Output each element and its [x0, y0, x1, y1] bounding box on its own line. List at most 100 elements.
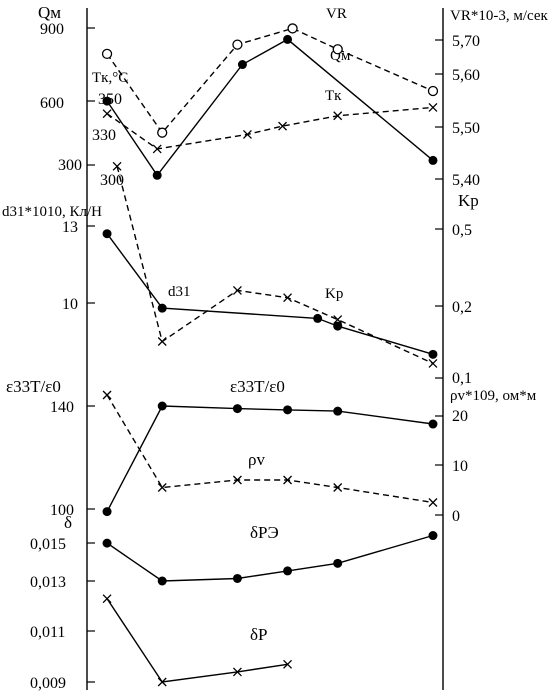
rho-tick-10: 10 [452, 458, 468, 475]
rho-tick-0: 0 [452, 508, 460, 525]
data-point-delta-1-3 [283, 659, 293, 669]
delta-axis-label: δ [64, 513, 72, 532]
label-eps-series: ε33T/ε0 [230, 377, 285, 396]
v-tick-540: 5,40 [452, 172, 480, 189]
t-tick-300: 300 [100, 172, 124, 189]
q-tick-900: 900 [40, 21, 64, 38]
delta-tick-015: 0,015 [30, 536, 66, 553]
kp-tick-01: 0,1 [452, 370, 472, 387]
data-point-delta-0-3 [283, 566, 293, 576]
eps-axis-label: ε33T/ε0 [6, 377, 61, 396]
delta-tick-011: 0,011 [30, 624, 65, 641]
series-line-delta-0 [106, 534, 434, 582]
data-point-top-2-4 [332, 44, 343, 55]
left-ticks [87, 27, 95, 683]
right-ticks [435, 39, 443, 516]
data-point-eps-rho-1-5 [428, 498, 438, 507]
data-point-d31-Kp-1-4 [333, 315, 343, 325]
data-point-d31-Kp-0-1 [157, 303, 167, 313]
data-point-top-1-1 [152, 144, 162, 154]
data-point-eps-rho-0-3 [283, 405, 293, 415]
label-delta-p-series: δP [250, 625, 267, 644]
data-point-top-1-5 [428, 102, 438, 112]
data-point-eps-rho-1-4 [333, 483, 343, 492]
q-tick-300: 300 [58, 157, 82, 174]
data-point-delta-0-2 [232, 573, 242, 583]
data-point-top-0-4 [428, 155, 438, 165]
data-point-delta-1-2 [232, 667, 242, 677]
eps-tick-140: 140 [50, 399, 74, 416]
label-d31-series: d31 [168, 284, 191, 300]
data-point-eps-rho-0-5 [428, 419, 438, 429]
kp-tick-05: 0,5 [452, 222, 472, 239]
d31-axis-label: d31*1010, Кл/Н [2, 204, 102, 220]
data-point-d31-Kp-1-2 [232, 285, 242, 295]
delta-tick-013: 0,013 [30, 574, 66, 591]
v-axis-label: VR*10-3, м/сек [450, 8, 548, 24]
data-point-eps-rho-0-1 [157, 401, 167, 411]
data-point-top-1-3 [278, 121, 288, 131]
v-tick-560: 5,60 [452, 67, 480, 84]
data-point-d31-Kp-1-5 [428, 358, 438, 368]
series-line-eps-rho-1 [106, 394, 434, 504]
data-point-top-0-3 [283, 34, 293, 44]
data-point-top-2-5 [427, 85, 439, 97]
series-line-top-0 [106, 38, 434, 177]
data-point-delta-0-5 [428, 531, 438, 541]
series-line-d31-Kp-0 [106, 233, 434, 355]
d31-tick-10: 10 [62, 296, 78, 313]
data-point-eps-rho-1-1 [157, 483, 167, 492]
data-point-top-1-0 [102, 109, 112, 119]
data-point-d31-Kp-0-4 [428, 349, 438, 359]
data-point-d31-Kp-1-3 [283, 293, 293, 303]
series-line-eps-rho-0 [106, 405, 434, 512]
series-line-delta-1 [106, 598, 288, 683]
data-point-delta-0-0 [102, 538, 112, 548]
series-line-d31-Kp-1 [116, 166, 434, 365]
data-point-eps-rho-0-2 [232, 404, 242, 414]
data-point-d31-Kp-1-1 [157, 337, 167, 346]
data-point-top-0-2 [237, 60, 247, 70]
data-point-eps-rho-1-2 [232, 475, 242, 485]
label-kp-series: Kp [325, 286, 343, 302]
t-axis-label: Tк,°C [92, 70, 128, 86]
data-point-d31-Kp-0-0 [102, 229, 112, 239]
data-point-delta-1-1 [157, 677, 167, 687]
data-point-d31-Kp-0-2 [313, 313, 323, 323]
delta-tick-009: 0,009 [30, 675, 66, 692]
eps-tick-100: 100 [50, 502, 74, 519]
data-point-delta-1-0 [102, 594, 112, 604]
data-point-top-2-2 [232, 39, 243, 50]
data-point-top-0-0 [102, 96, 112, 106]
data-point-eps-rho-1-0 [102, 390, 112, 400]
label-delta-pe-series: δPЭ [250, 523, 279, 542]
v-tick-570: 5,70 [452, 33, 480, 50]
data-point-delta-0-4 [333, 558, 343, 568]
label-v-series: VR [326, 6, 347, 22]
label-rho-series: ρv [248, 450, 265, 469]
d31-tick-13: 13 [62, 219, 78, 236]
kp-axis-label: Kp [458, 191, 479, 210]
v-tick-550: 5,50 [452, 120, 480, 137]
kp-tick-02: 0,2 [452, 299, 472, 316]
data-point-delta-0-1 [157, 576, 167, 586]
rho-axis-label: ρv*109, ом*м [450, 388, 537, 404]
data-point-top-1-2 [242, 129, 252, 139]
q-tick-600: 600 [40, 95, 64, 112]
data-point-top-2-3 [287, 23, 298, 34]
chart-marks [101, 23, 439, 687]
data-point-d31-Kp-1-0 [112, 161, 122, 171]
data-point-top-2-1 [157, 127, 168, 138]
data-point-top-0-1 [152, 170, 162, 180]
data-point-eps-rho-1-3 [283, 475, 293, 485]
series-line-top-2 [106, 27, 434, 134]
data-point-top-1-4 [333, 111, 343, 121]
label-t-series: Tк [325, 88, 342, 104]
series-line-top-1 [106, 106, 434, 150]
t-tick-330: 330 [92, 127, 116, 144]
q-axis-label: Qм [38, 3, 61, 22]
data-point-eps-rho-0-4 [333, 406, 343, 416]
data-point-top-2-0 [101, 48, 113, 60]
data-point-eps-rho-0-0 [102, 507, 112, 517]
